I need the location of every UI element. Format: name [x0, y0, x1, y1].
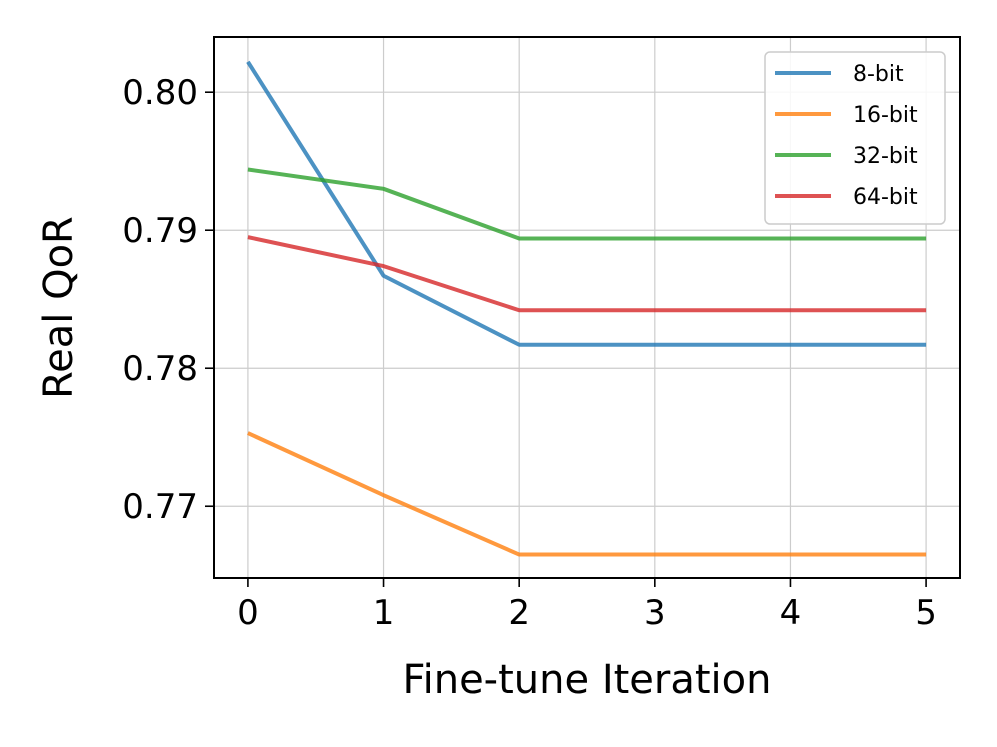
legend-box — [764, 51, 946, 225]
y-axis-label: Real QoR — [36, 216, 82, 399]
x-tick-label: 5 — [915, 593, 937, 633]
x-axis-ticks: 0 1 2 3 4 5 — [237, 578, 937, 633]
x-tick-label: 2 — [508, 593, 530, 633]
series-line-32-bit — [247, 167, 927, 241]
legend-label: 16-bit — [853, 103, 918, 128]
y-tick-label: 0.77 — [122, 487, 198, 527]
y-tick-label: 0.79 — [122, 211, 198, 251]
series-line-8-bit — [246, 60, 927, 347]
legend-label: 32-bit — [853, 144, 918, 169]
x-tick-label: 0 — [237, 593, 259, 633]
series-line-16-bit — [247, 431, 927, 557]
x-tick-label: 4 — [780, 593, 802, 633]
legend: 8-bit 16-bit 32-bit 64-bit — [764, 51, 946, 225]
series-line-64-bit — [247, 235, 927, 313]
legend-label: 64-bit — [853, 185, 918, 210]
legend-label: 8-bit — [853, 62, 904, 87]
x-axis-label: Fine-tune Iteration — [403, 657, 772, 703]
y-tick-label: 0.78 — [122, 349, 198, 389]
x-tick-label: 3 — [644, 593, 666, 633]
y-axis-ticks: 0.77 0.78 0.79 0.80 — [122, 73, 214, 527]
y-tick-label: 0.80 — [122, 73, 198, 113]
series-lines — [246, 60, 927, 557]
plot-frame — [213, 36, 961, 579]
x-tick-label: 1 — [373, 593, 395, 633]
